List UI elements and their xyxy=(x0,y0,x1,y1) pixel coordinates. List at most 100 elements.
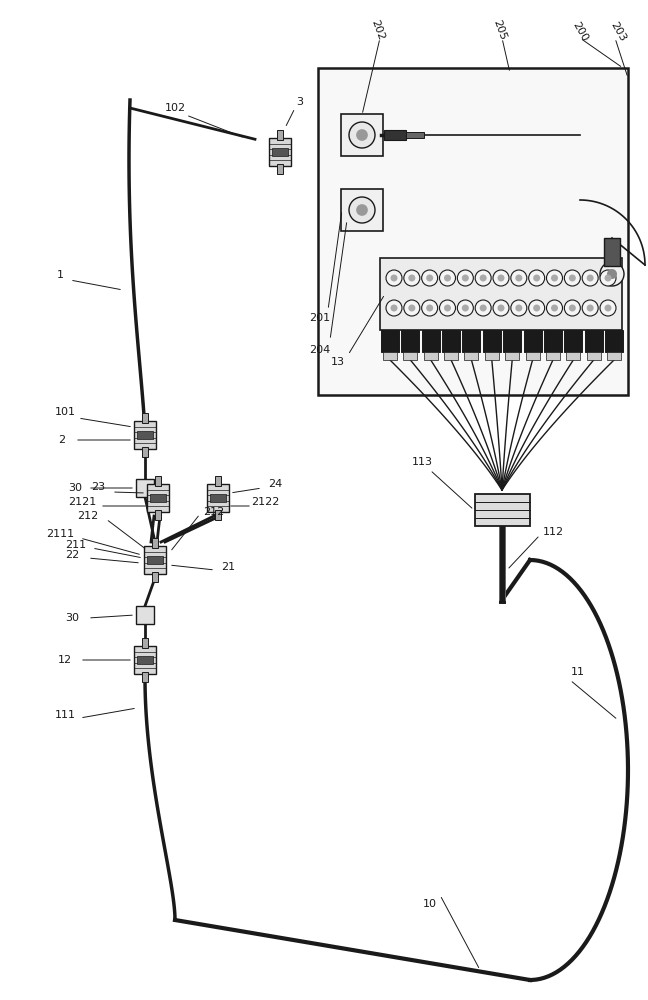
Circle shape xyxy=(515,274,522,282)
Bar xyxy=(444,352,458,360)
Bar xyxy=(155,476,161,486)
Bar xyxy=(406,132,424,138)
Bar xyxy=(381,330,399,352)
Circle shape xyxy=(444,304,451,312)
Text: 13: 13 xyxy=(331,357,345,367)
Bar xyxy=(272,148,288,156)
Bar xyxy=(503,330,521,352)
Bar xyxy=(463,330,480,352)
Bar xyxy=(403,352,417,360)
Bar xyxy=(544,330,562,352)
Bar xyxy=(605,330,623,352)
Circle shape xyxy=(569,304,576,312)
Bar xyxy=(277,130,283,140)
Bar xyxy=(318,68,628,395)
Bar xyxy=(152,572,158,582)
Circle shape xyxy=(462,304,469,312)
Text: 23: 23 xyxy=(91,482,105,492)
Text: 2122: 2122 xyxy=(251,497,279,507)
Text: 201: 201 xyxy=(310,313,330,323)
Bar xyxy=(136,606,154,624)
Circle shape xyxy=(422,270,437,286)
Circle shape xyxy=(480,304,487,312)
Bar xyxy=(566,352,580,360)
Circle shape xyxy=(511,270,527,286)
Circle shape xyxy=(582,270,598,286)
Circle shape xyxy=(582,300,598,316)
Text: 2121: 2121 xyxy=(68,497,96,507)
Circle shape xyxy=(391,274,397,282)
Circle shape xyxy=(533,274,540,282)
Bar xyxy=(401,330,419,352)
Circle shape xyxy=(480,274,487,282)
Circle shape xyxy=(349,197,375,223)
Circle shape xyxy=(498,304,505,312)
Bar xyxy=(384,130,406,140)
Text: 102: 102 xyxy=(165,103,185,113)
Bar xyxy=(607,352,621,360)
Text: 22: 22 xyxy=(65,550,79,560)
Circle shape xyxy=(444,274,451,282)
Bar xyxy=(474,494,529,526)
Text: 12: 12 xyxy=(58,655,72,665)
Circle shape xyxy=(498,274,505,282)
Bar xyxy=(136,479,154,497)
Circle shape xyxy=(475,270,491,286)
Bar xyxy=(564,330,583,352)
Circle shape xyxy=(426,304,433,312)
Text: 1: 1 xyxy=(56,270,64,280)
Circle shape xyxy=(422,300,437,316)
Text: 200: 200 xyxy=(570,20,590,44)
Text: 111: 111 xyxy=(54,710,76,720)
Text: 212: 212 xyxy=(77,511,98,521)
Circle shape xyxy=(529,270,545,286)
Bar xyxy=(524,330,542,352)
Circle shape xyxy=(605,304,612,312)
Text: 202: 202 xyxy=(369,18,386,42)
Circle shape xyxy=(493,300,509,316)
Text: 212: 212 xyxy=(203,507,225,517)
Circle shape xyxy=(439,270,456,286)
Bar xyxy=(144,546,166,574)
Bar xyxy=(546,352,560,360)
Circle shape xyxy=(546,270,562,286)
Text: 11: 11 xyxy=(571,667,585,677)
Bar xyxy=(155,510,161,520)
Bar xyxy=(269,138,291,166)
Bar xyxy=(424,352,438,360)
Circle shape xyxy=(386,300,402,316)
Bar xyxy=(142,638,148,648)
Text: 24: 24 xyxy=(268,479,282,489)
Bar xyxy=(137,656,153,664)
Circle shape xyxy=(356,204,368,216)
Text: 21: 21 xyxy=(221,562,235,572)
Bar xyxy=(150,494,166,502)
Bar xyxy=(586,352,601,360)
Circle shape xyxy=(586,274,594,282)
Circle shape xyxy=(462,274,469,282)
Text: 203: 203 xyxy=(608,20,628,44)
Text: 3: 3 xyxy=(297,97,303,107)
Bar xyxy=(383,352,397,360)
Bar xyxy=(137,431,153,439)
Circle shape xyxy=(404,300,420,316)
Circle shape xyxy=(515,304,522,312)
Circle shape xyxy=(533,304,540,312)
Circle shape xyxy=(586,304,594,312)
Bar xyxy=(134,421,156,449)
Circle shape xyxy=(457,270,473,286)
Text: 113: 113 xyxy=(411,457,432,467)
Bar xyxy=(526,352,540,360)
Circle shape xyxy=(511,300,527,316)
Bar xyxy=(442,330,460,352)
Text: 30: 30 xyxy=(65,613,79,623)
Circle shape xyxy=(551,274,558,282)
Circle shape xyxy=(564,270,581,286)
Bar xyxy=(134,646,156,674)
Bar xyxy=(207,484,229,512)
Circle shape xyxy=(408,304,415,312)
Bar xyxy=(147,556,163,564)
Bar xyxy=(210,494,226,502)
Bar xyxy=(277,164,283,174)
Bar xyxy=(422,330,440,352)
